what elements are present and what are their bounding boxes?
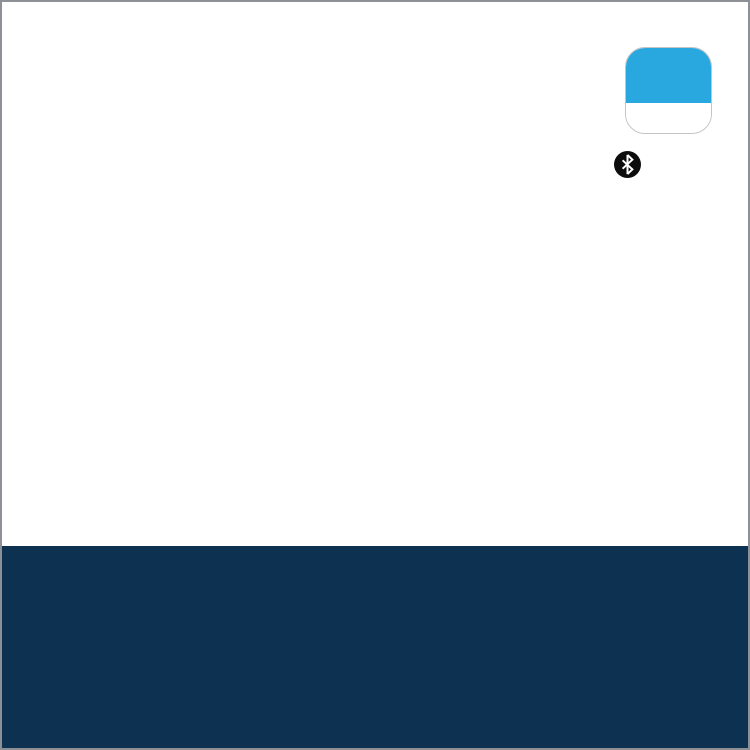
chart-subtitle-line2 <box>44 96 48 145</box>
app-icon-bottom <box>626 103 711 133</box>
bluetooth-logo <box>614 148 647 180</box>
app-icon-top <box>626 48 711 103</box>
weight-chart <box>2 192 750 546</box>
bluetooth-icon <box>614 150 641 178</box>
bottom-section <box>2 546 748 748</box>
banner <box>2 546 748 601</box>
banner-line1 <box>2 557 748 601</box>
omron-connect-app-icon <box>625 47 712 134</box>
chart-subtitle <box>44 96 48 145</box>
